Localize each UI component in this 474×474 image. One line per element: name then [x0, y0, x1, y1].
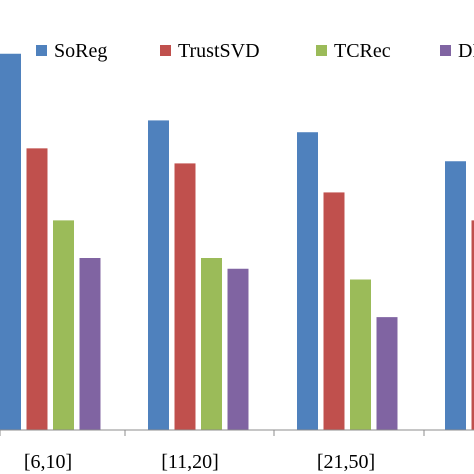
bar-soreg-0	[0, 53, 21, 430]
legend-swatch-tcrec	[316, 45, 327, 56]
bar-dl-1	[227, 268, 249, 430]
bar-trustsvd-0	[26, 148, 48, 430]
x-tick-label-1: [11,20]	[161, 451, 219, 473]
legend-label-dl: DL	[458, 40, 474, 62]
legend-label-tcrec: TCRec	[334, 40, 391, 62]
bar-trustsvd-3	[471, 220, 474, 430]
legend-swatch-dl	[440, 45, 451, 56]
bar-dl-2	[376, 317, 398, 430]
x-tick-label-2: [21,50]	[317, 451, 375, 473]
legend: SoReg TrustSVD TCRec DL	[36, 40, 474, 62]
bar-dl-0	[79, 258, 101, 430]
bars-group	[0, 53, 474, 431]
x-axis-ticks	[0, 430, 425, 436]
legend-swatch-soreg	[36, 45, 47, 56]
bar-trustsvd-2	[323, 192, 345, 430]
legend-label-soreg: SoReg	[54, 40, 107, 62]
bar-soreg-1	[148, 120, 169, 431]
bar-trustsvd-1	[174, 163, 196, 430]
legend-swatch-trustsvd	[160, 45, 171, 56]
x-tick-label-0: [6,10]	[24, 451, 72, 473]
x-axis-tick-labels: [6,10] [11,20] [21,50]	[24, 451, 375, 473]
bar-soreg-3	[445, 161, 466, 430]
legend-label-trustsvd: TrustSVD	[178, 40, 260, 62]
bar-tcrec-2	[350, 279, 371, 430]
bar-tcrec-0	[53, 220, 74, 430]
bar-soreg-2	[297, 132, 318, 430]
bar-tcrec-1	[201, 258, 222, 430]
